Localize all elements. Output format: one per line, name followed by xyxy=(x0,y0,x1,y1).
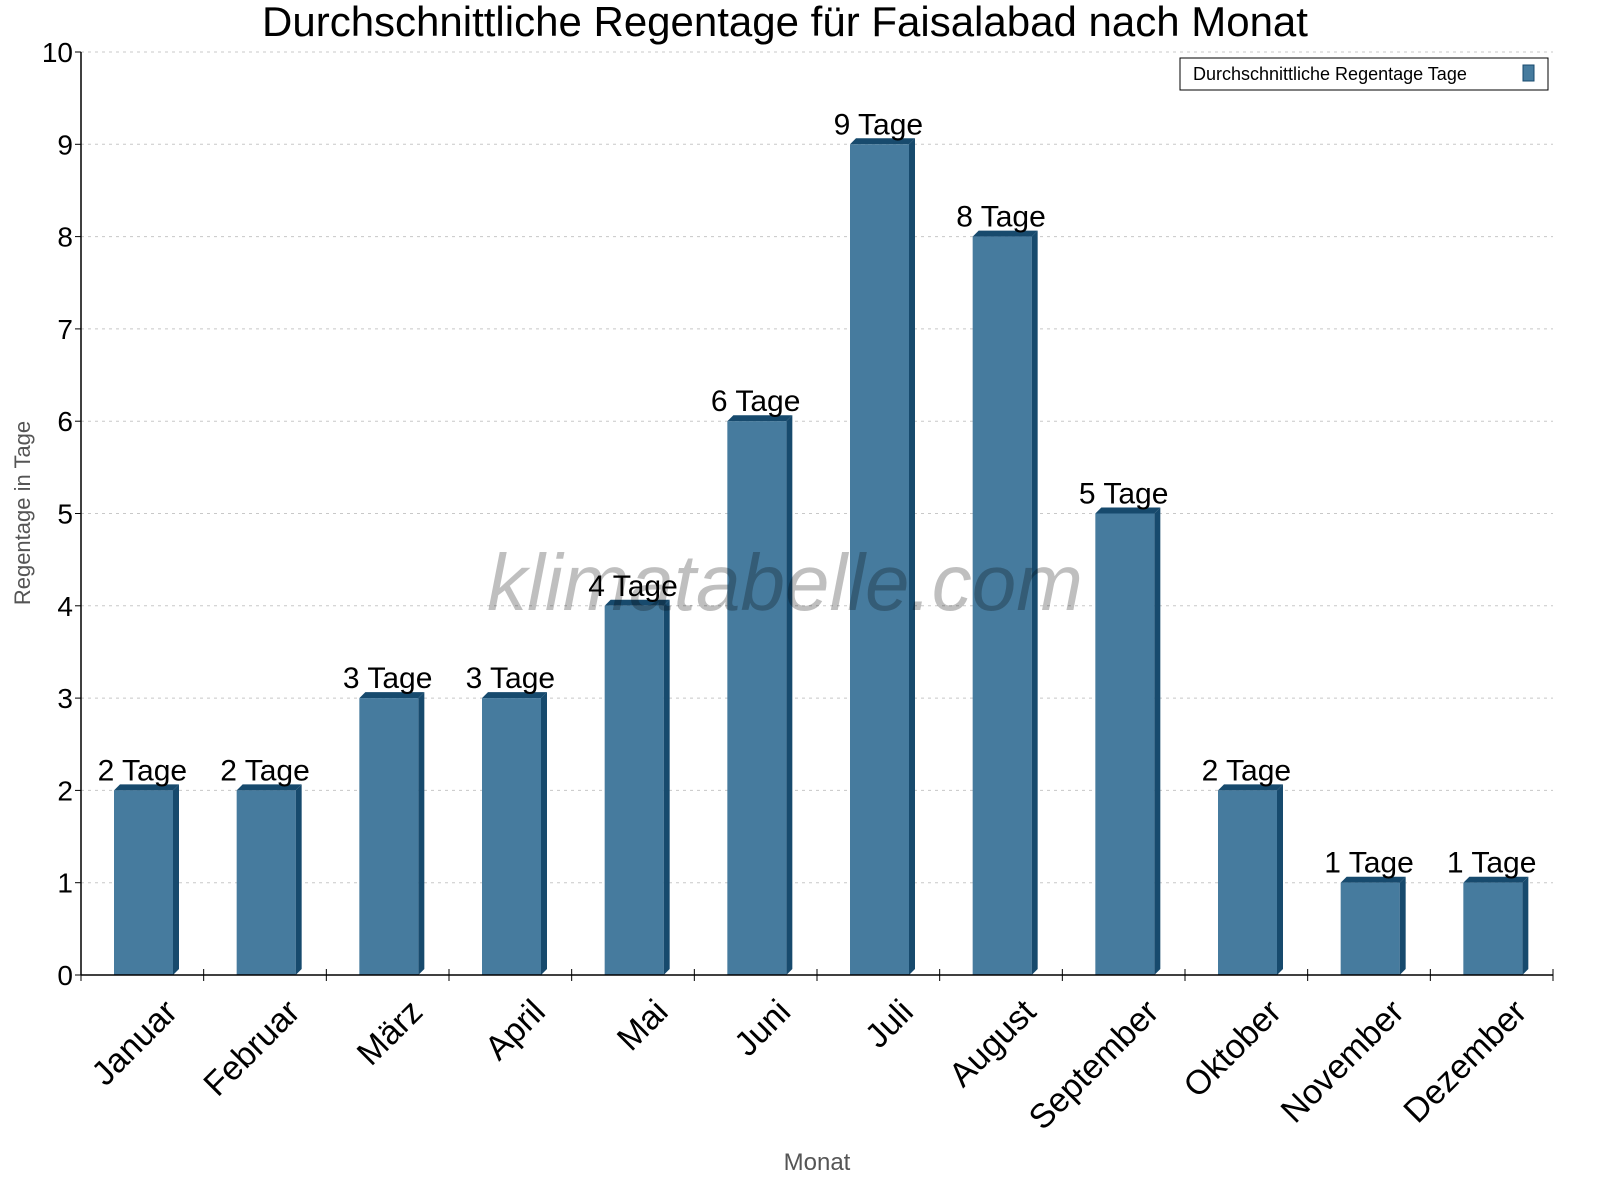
bar xyxy=(727,421,787,975)
bar xyxy=(1463,882,1523,975)
bar-side xyxy=(1154,507,1161,975)
data-label: 2 Tage xyxy=(220,754,310,787)
bar-side xyxy=(786,415,793,975)
bar xyxy=(972,236,1032,976)
data-label: 3 Tage xyxy=(343,662,433,695)
bar-top xyxy=(1218,784,1283,791)
watermark: klimatabelle.com xyxy=(487,538,1083,627)
bar-side xyxy=(1031,230,1038,976)
x-tick-label: Juli xyxy=(858,993,921,1056)
x-tick-label: November xyxy=(1274,993,1412,1131)
bar-top xyxy=(482,692,547,699)
x-tick-label: September xyxy=(1022,993,1166,1137)
y-tick-label: 4 xyxy=(57,591,73,622)
bar-top xyxy=(727,415,793,422)
data-label: 2 Tage xyxy=(98,754,188,787)
chart-title: Durchschnittliche Regentage für Faisalab… xyxy=(262,0,1308,45)
legend-swatch xyxy=(1522,64,1535,82)
bar-side xyxy=(663,599,670,975)
x-axis-label: Monat xyxy=(784,1149,851,1176)
y-tick-label: 10 xyxy=(42,37,73,68)
bar-top xyxy=(972,230,1038,237)
y-tick-label: 9 xyxy=(57,129,73,160)
x-tick-label: Oktober xyxy=(1176,993,1288,1105)
x-tick-label: März xyxy=(350,993,430,1073)
y-tick-label: 3 xyxy=(57,683,73,714)
data-label: 4 Tage xyxy=(588,570,678,603)
bar-top xyxy=(1463,876,1529,883)
bar xyxy=(114,790,173,975)
legend: Durchschnittliche Regentage Tage xyxy=(1179,57,1549,91)
data-label: 5 Tage xyxy=(1079,478,1169,511)
bar-side xyxy=(295,784,302,975)
bar-side xyxy=(1399,876,1406,975)
bar xyxy=(1340,882,1400,975)
bar xyxy=(1218,790,1277,975)
x-tick-label: Februar xyxy=(196,993,307,1104)
x-tick-label: Januar xyxy=(84,993,184,1093)
bar-top xyxy=(850,138,915,145)
data-label: 9 Tage xyxy=(834,108,924,141)
bar xyxy=(604,605,664,975)
y-tick-label: 2 xyxy=(57,775,73,806)
data-label: 3 Tage xyxy=(466,662,556,695)
bar-side xyxy=(1522,876,1529,975)
bar-side xyxy=(541,692,547,975)
y-tick-label: 6 xyxy=(57,406,73,437)
bar xyxy=(359,698,419,975)
bar xyxy=(236,790,296,975)
bar-side xyxy=(418,692,425,975)
bar xyxy=(1095,513,1155,975)
x-tick-label: Dezember xyxy=(1396,993,1534,1131)
bar-side xyxy=(909,138,915,976)
bar-side xyxy=(1277,784,1283,975)
legend-label: Durchschnittliche Regentage Tage xyxy=(1193,64,1467,84)
x-tick-label: Mai xyxy=(610,993,676,1059)
bar-top xyxy=(1340,876,1406,883)
x-tick-label: Juni xyxy=(727,993,798,1064)
bar-top xyxy=(1095,507,1161,514)
bars: 2 Tage 2 Tage 3 Tage 3 Tage 4 Tage 6 Tage 9 Ta… xyxy=(98,108,1537,976)
bar-top xyxy=(359,692,425,699)
y-tick-label: 0 xyxy=(57,960,73,991)
data-label: 1 Tage xyxy=(1324,847,1414,880)
data-label: 6 Tage xyxy=(711,385,801,418)
gridlines xyxy=(81,51,1553,884)
bar-side xyxy=(173,784,179,975)
data-label: 1 Tage xyxy=(1447,847,1537,880)
bar xyxy=(482,698,541,975)
y-tick-label: 8 xyxy=(57,222,73,253)
data-label: 8 Tage xyxy=(956,201,1046,234)
data-label: 2 Tage xyxy=(1202,754,1292,787)
bar xyxy=(850,144,909,976)
y-tick-label: 7 xyxy=(57,314,73,345)
y-tick-label: 5 xyxy=(57,499,73,530)
bar-top xyxy=(114,784,179,791)
y-tick-label: 1 xyxy=(57,868,73,899)
bar-top xyxy=(236,784,302,791)
bar-top xyxy=(604,599,670,606)
x-tick-label: April xyxy=(478,993,553,1068)
x-tick-label: August xyxy=(942,992,1044,1094)
y-axis-label: Regentage in Tage xyxy=(10,421,35,605)
